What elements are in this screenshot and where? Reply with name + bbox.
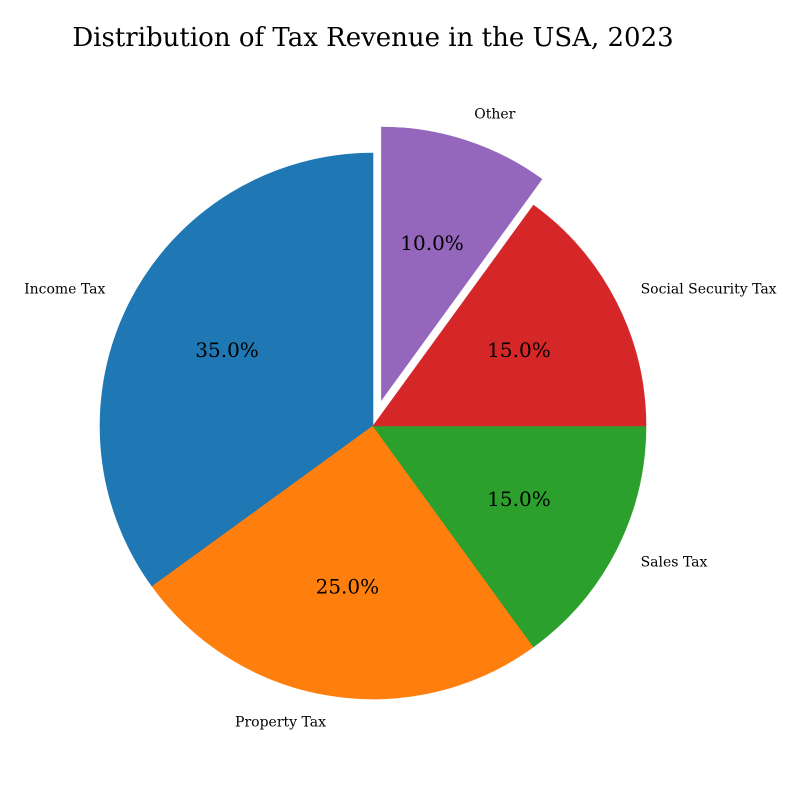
pie-slice-income-tax: [99, 152, 374, 587]
pie-slice-social-security-tax: [372, 204, 647, 427]
slice-label-social-security-tax: Social Security Tax: [641, 282, 777, 298]
pie-slices: [99, 126, 647, 700]
pie-slice-other: [381, 126, 543, 401]
slice-percent-income-tax: 35.0%: [195, 338, 259, 362]
slice-label-sales-tax: Sales Tax: [641, 554, 708, 570]
slice-percent-sales-tax: 15.0%: [487, 487, 551, 511]
slice-percent-social-security-tax: 15.0%: [487, 338, 551, 362]
chart-title: Distribution of Tax Revenue in the USA, …: [72, 23, 673, 53]
pie-slice-sales-tax: [372, 425, 647, 648]
pie-slice-property-tax: [151, 425, 534, 700]
slice-percent-property-tax: 25.0%: [316, 574, 380, 598]
slice-label-property-tax: Property Tax: [235, 715, 326, 731]
slice-label-income-tax: Income Tax: [24, 282, 105, 298]
slice-percent-other: 10.0%: [400, 231, 464, 255]
slice-label-other: Other: [474, 106, 515, 122]
pie-labels: Income Tax 35.0% Property Tax 25.0% Sales Ta…: [24, 106, 777, 730]
